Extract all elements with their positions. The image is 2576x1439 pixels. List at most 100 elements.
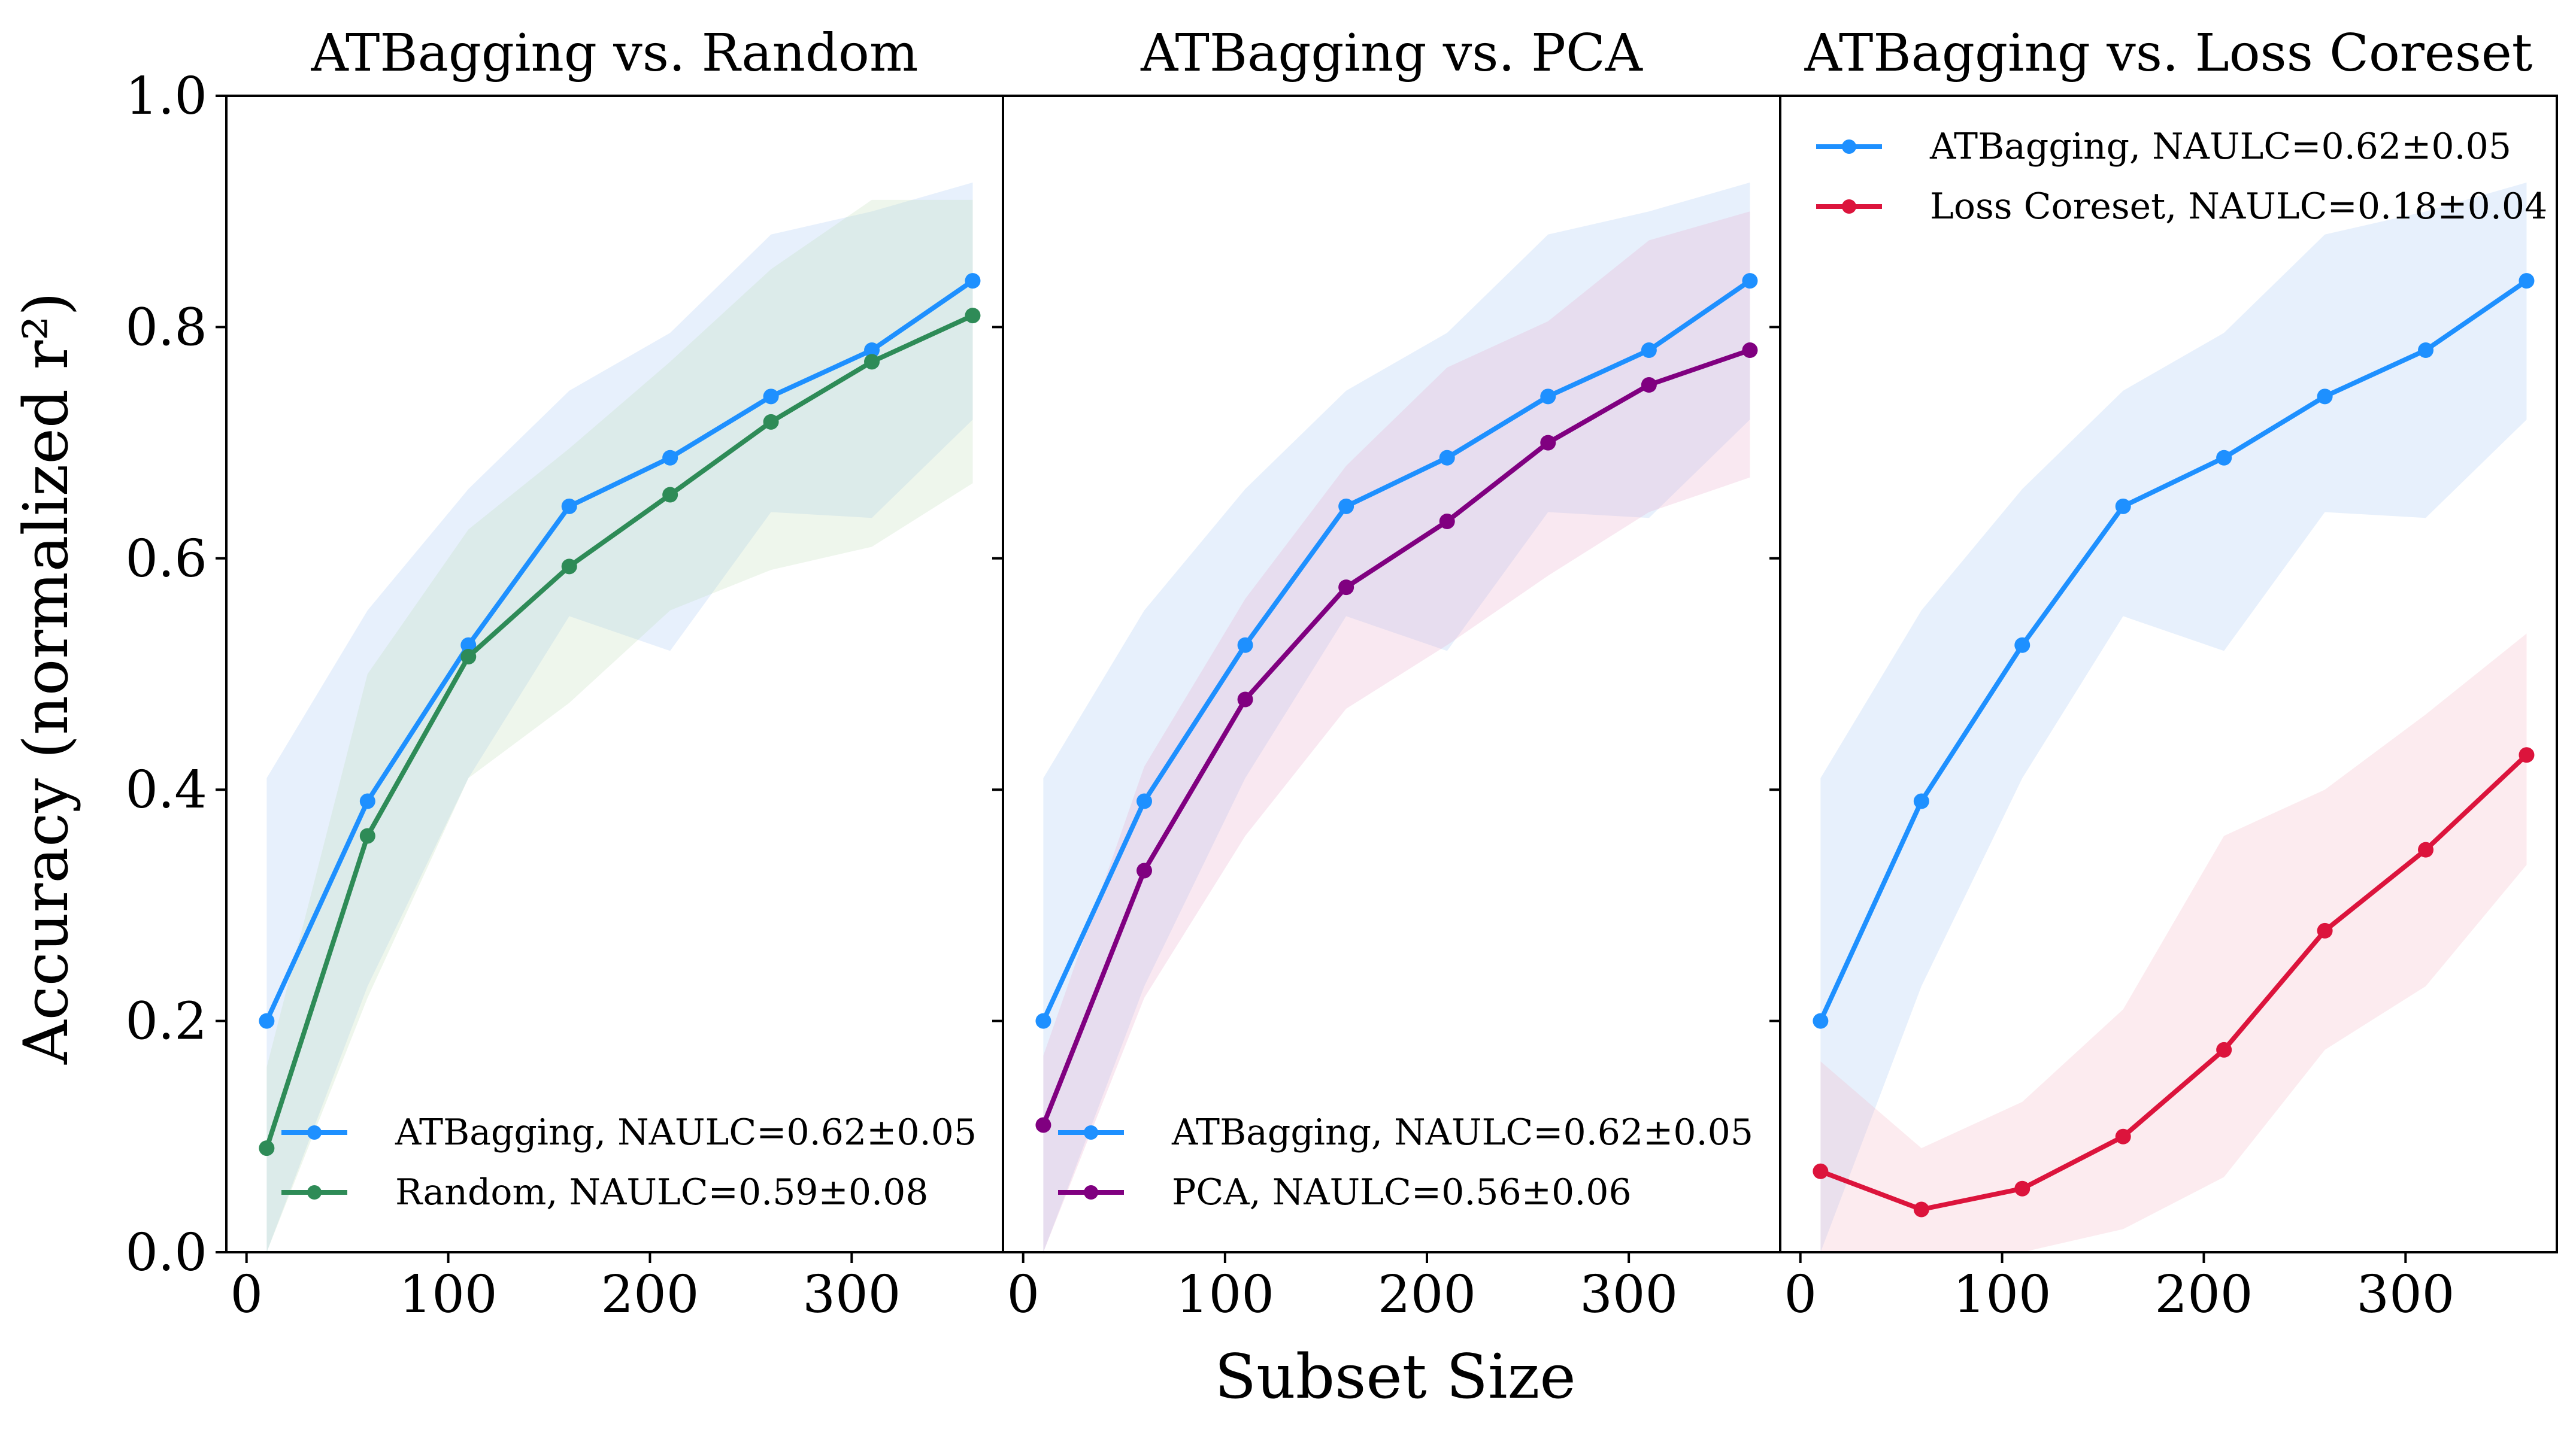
atbagging-point	[1540, 388, 1556, 405]
atbagging-point	[1338, 498, 1354, 514]
legend: ATBagging, NAULC=0.62±0.05 PCA, NAULC=0.5…	[1058, 1112, 1753, 1213]
random-point	[662, 487, 678, 503]
pca-point	[1641, 377, 1657, 393]
pca-point	[1035, 1117, 1051, 1133]
atbagging-point	[1641, 342, 1657, 359]
loss-coreset-point	[2216, 1042, 2232, 1058]
y-tick-label: 0.2	[125, 992, 207, 1052]
chart-panels: 0 100 200 300 0.0 0.2 0.4 0.6 0.8 1.0 ATBagging vs…	[125, 23, 2558, 1325]
random-point	[259, 1140, 275, 1156]
legend-label: ATBagging, NAULC=0.62±0.05	[1929, 126, 2511, 168]
legend: ATBagging, NAULC=0.62±0.05 Random, NAULC=…	[281, 1112, 977, 1213]
legend-label: ATBagging, NAULC=0.62±0.05	[395, 1112, 977, 1153]
y-axis-label: Accuracy (normalized r²)	[11, 292, 82, 1065]
atbagging-point	[1913, 793, 1929, 809]
atbagging-band	[266, 182, 973, 1252]
atbagging-point	[2115, 498, 2131, 514]
random-band	[266, 199, 973, 1252]
loss-coreset-point	[2317, 922, 2333, 939]
atbagging-point	[1237, 637, 1253, 653]
legend-label: Loss Coreset, NAULC=0.18±0.04	[1930, 186, 2547, 227]
x-tick-label: 0	[1784, 1265, 1817, 1325]
legend-marker	[1842, 199, 1856, 214]
random-point	[864, 354, 880, 370]
atbagging-point	[2216, 450, 2232, 466]
random-line	[264, 313, 974, 1149]
pca-point	[1742, 342, 1758, 359]
panel-title: ATBagging vs. Random	[311, 23, 919, 83]
x-axis-label: Subset Size	[1214, 1341, 1576, 1413]
chart-panel-1: 0 100 200 300 0.0 0.2 0.4 0.6 0.8 1.0 ATBagging vs…	[125, 23, 1004, 1325]
atbagging-line	[1041, 278, 1751, 1022]
pca-point	[1439, 513, 1455, 529]
atbagging-point	[1813, 1013, 1829, 1029]
atbagging-point	[763, 388, 779, 405]
random-point	[965, 308, 981, 324]
legend-marker	[1084, 1125, 1098, 1140]
random-point	[763, 414, 779, 430]
atbagging-point	[2014, 637, 2031, 653]
atbagging-point	[1035, 1013, 1051, 1029]
legend-marker	[1842, 139, 1856, 154]
pca-point	[1540, 435, 1556, 451]
atbagging-line	[264, 278, 974, 1022]
legend-label: PCA, NAULC=0.56±0.06	[1172, 1171, 1632, 1213]
atbagging-point	[2418, 342, 2434, 359]
y-tick-label: 0.4	[125, 760, 207, 820]
legend-label: Random, NAULC=0.59±0.08	[395, 1171, 928, 1213]
legend-label: ATBagging, NAULC=0.62±0.05	[1171, 1112, 1753, 1153]
y-tick-label: 0.6	[125, 529, 207, 589]
atbagging-point	[2317, 388, 2333, 405]
loss-coreset-line	[1819, 753, 2529, 1212]
x-tick-label: 0	[1007, 1265, 1040, 1325]
x-tick-label: 300	[2356, 1265, 2454, 1325]
atbagging-point	[1137, 793, 1152, 809]
atbagging-point	[259, 1013, 275, 1029]
legend-marker	[307, 1185, 322, 1200]
pca-band	[1043, 211, 1750, 1253]
loss-coreset-point	[1813, 1163, 1829, 1179]
random-point	[561, 558, 577, 575]
legend-marker	[307, 1125, 322, 1140]
pca-point	[1237, 691, 1253, 708]
atbagging-line	[1818, 278, 2528, 1022]
y-tick-label: 0.0	[125, 1223, 207, 1283]
random-point	[460, 649, 477, 665]
x-tick-label: 100	[1953, 1265, 2051, 1325]
atbagging-point	[662, 450, 678, 466]
atbagging-point	[359, 793, 375, 809]
atbagging-band	[1043, 182, 1750, 1252]
atbagging-point	[965, 273, 981, 289]
x-tick-label: 0	[230, 1265, 263, 1325]
chart-panel-2: 0 100 200 300 ATBagging vs. PCA ATBagging, NA…	[992, 23, 1781, 1325]
atbagging-point	[2519, 273, 2535, 289]
x-tick-label: 200	[601, 1265, 699, 1325]
axes-frame	[1779, 95, 2558, 1253]
chart-panel-3: 0 100 200 300 ATBagging vs. Loss Coreset ATBa…	[1769, 23, 2558, 1325]
random-point	[359, 828, 375, 844]
y-tick-label: 0.8	[125, 297, 207, 357]
atbagging-point	[1742, 273, 1758, 289]
loss-coreset-point	[2115, 1128, 2131, 1144]
pca-point	[1338, 579, 1354, 596]
x-tick-label: 200	[1378, 1265, 1476, 1325]
panel-title: ATBagging vs. Loss Coreset	[1804, 23, 2533, 83]
atbagging-band	[1820, 182, 2527, 1252]
pca-line	[1041, 348, 1751, 1126]
atbagging-point	[561, 498, 577, 514]
x-tick-label: 300	[1580, 1265, 1678, 1325]
x-tick-label: 100	[399, 1265, 497, 1325]
atbagging-point	[864, 342, 880, 359]
x-tick-label: 100	[1176, 1265, 1274, 1325]
legend-marker	[1084, 1185, 1098, 1200]
atbagging-point	[460, 637, 477, 653]
y-tick-label: 1.0	[125, 66, 207, 126]
loss-coreset-point	[2519, 747, 2535, 763]
x-tick-label: 200	[2154, 1265, 2253, 1325]
loss-coreset-point	[1913, 1201, 1929, 1218]
legend: ATBagging, NAULC=0.62±0.05 Loss Coreset, …	[1816, 126, 2547, 227]
pca-point	[1137, 863, 1152, 879]
atbagging-point	[1439, 450, 1455, 466]
loss-coreset-point	[2418, 842, 2434, 858]
